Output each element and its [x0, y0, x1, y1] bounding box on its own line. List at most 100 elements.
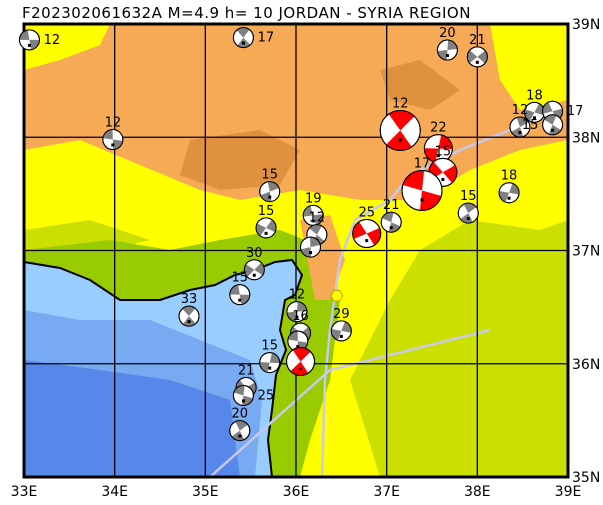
- compressional-quadrant: [242, 395, 253, 406]
- p-axis-dot: [187, 320, 191, 324]
- beachball[interactable]: [255, 217, 277, 239]
- p-axis-dot: [268, 195, 272, 199]
- map-title: F202302061632A M=4.9 h= 10 JORDAN - SYRI…: [22, 4, 471, 22]
- compressional-quadrant: [352, 221, 367, 239]
- compressional-quadrant: [259, 362, 270, 373]
- lon-tick-label: 38E: [464, 484, 491, 500]
- sea-deep: [24, 360, 240, 477]
- lon-tick-label: 39E: [555, 484, 582, 500]
- depth-label: 25: [358, 206, 375, 221]
- beachball[interactable]: [423, 134, 453, 164]
- p-axis-dot: [238, 434, 242, 438]
- beachball[interactable]: [509, 116, 531, 138]
- lat-tick-label: 39N: [572, 17, 600, 33]
- beachball[interactable]: [243, 259, 265, 281]
- p-axis-dot: [551, 128, 555, 132]
- depth-label: 12: [392, 96, 409, 111]
- compressional-quadrant: [477, 50, 488, 64]
- beachball[interactable]: [259, 352, 281, 374]
- mid-land-north: [24, 24, 568, 110]
- beachball-outline: [330, 320, 352, 342]
- compressional-quadrant: [300, 327, 311, 340]
- compressional-quadrant: [102, 129, 113, 140]
- beachball[interactable]: [330, 320, 352, 342]
- lon-tick-label: 33E: [11, 484, 38, 500]
- beachball[interactable]: [102, 129, 124, 151]
- compressional-quadrant: [313, 214, 324, 225]
- compressional-quadrant: [447, 40, 458, 51]
- beachball-outline: [178, 305, 200, 327]
- compressional-quadrant: [292, 347, 311, 362]
- compressional-quadrant: [419, 190, 442, 211]
- beachball[interactable]: [287, 330, 309, 352]
- compressional-quadrant: [402, 170, 425, 191]
- beachball[interactable]: [401, 169, 443, 211]
- beachball[interactable]: [259, 181, 281, 203]
- beachball[interactable]: [436, 39, 458, 61]
- p-axis-dot: [264, 231, 268, 235]
- beachball[interactable]: [229, 420, 251, 442]
- beachball-outline: [436, 39, 458, 61]
- depth-label: 12: [512, 103, 529, 118]
- depth-label: 15: [460, 189, 477, 204]
- depth-label: 19: [305, 191, 322, 206]
- beachball[interactable]: [178, 305, 200, 327]
- beachball-outline: [18, 29, 40, 51]
- beachball[interactable]: [498, 182, 520, 204]
- compressional-quadrant: [544, 114, 557, 125]
- compressional-quadrant: [29, 39, 40, 50]
- focal-mechanisms: [18, 27, 564, 442]
- depth-label: 15: [435, 144, 452, 159]
- beachball-outline: [286, 346, 316, 376]
- beachball-outline: [542, 114, 564, 136]
- compressional-quadrant: [236, 27, 250, 38]
- beachball-outline: [232, 27, 254, 49]
- compressional-quadrant: [442, 165, 457, 183]
- beachball[interactable]: [352, 219, 382, 249]
- beachball[interactable]: [18, 29, 40, 51]
- compressional-quadrant: [303, 205, 314, 217]
- compressional-quadrant: [233, 385, 245, 396]
- compressional-quadrant: [511, 127, 524, 138]
- compressional-quadrant: [309, 237, 321, 248]
- compressional-quadrant: [296, 301, 307, 312]
- lat-tick-label: 38N: [572, 130, 600, 146]
- depth-label: 30: [246, 246, 263, 261]
- depth-label: 29: [333, 307, 350, 322]
- p-axis-dot: [299, 367, 303, 371]
- beachball[interactable]: [523, 101, 545, 123]
- beachball[interactable]: [232, 27, 254, 49]
- beachball[interactable]: [457, 202, 479, 224]
- beachball[interactable]: [300, 236, 322, 258]
- p-axis-dot: [445, 54, 449, 58]
- compressional-quadrant: [366, 228, 381, 246]
- lon-tick-label: 34E: [101, 484, 128, 500]
- depth-label: 20: [439, 26, 456, 41]
- beachball-outline: [300, 236, 322, 258]
- lat-tick-label: 35N: [572, 470, 600, 486]
- p-axis-dot: [241, 41, 245, 45]
- p-axis-dot: [466, 217, 470, 221]
- p-axis-dot: [532, 116, 536, 120]
- compressional-quadrant: [266, 219, 277, 233]
- compressional-quadrant: [19, 30, 30, 40]
- beachball[interactable]: [286, 301, 308, 323]
- beachball[interactable]: [286, 346, 316, 376]
- beachball-outline: [102, 129, 124, 151]
- beachball[interactable]: [229, 284, 251, 306]
- beachball[interactable]: [380, 211, 402, 233]
- beachball[interactable]: [466, 46, 488, 68]
- depth-label: 15: [261, 339, 278, 354]
- compressional-quadrant: [300, 247, 312, 258]
- beachball[interactable]: [542, 114, 564, 136]
- compressional-quadrant: [235, 420, 248, 431]
- low-land: [24, 220, 568, 477]
- epicenter-hexagon-icon: [330, 290, 344, 302]
- beachball[interactable]: [232, 384, 254, 406]
- beachball[interactable]: [379, 109, 421, 151]
- beachball-outline: [466, 46, 488, 68]
- map-frame: [22, 22, 570, 479]
- lat-tick-label: 37N: [572, 244, 600, 260]
